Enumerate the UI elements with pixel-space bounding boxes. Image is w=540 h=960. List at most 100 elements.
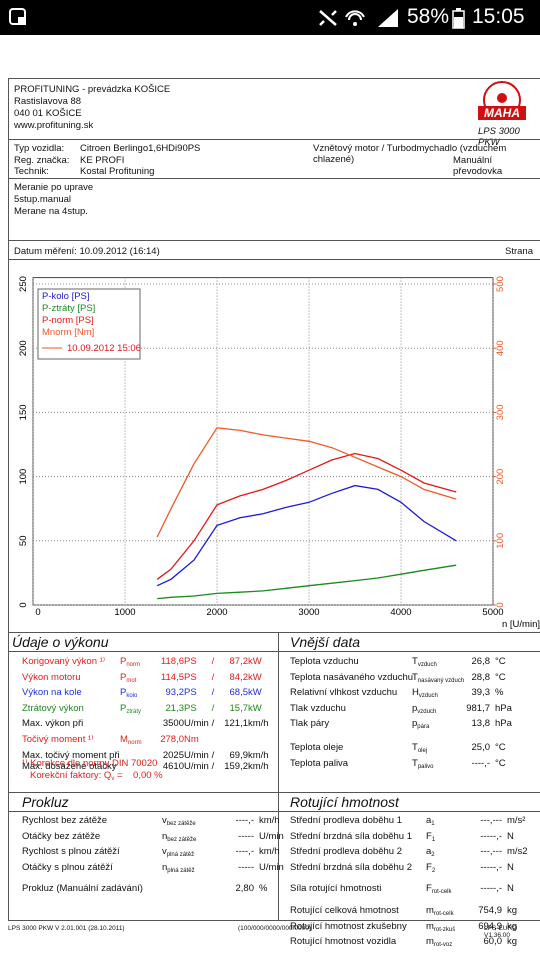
rule [8, 240, 540, 241]
cell: kg [507, 904, 518, 916]
cell: Nm [184, 733, 199, 745]
cell: Prokluz (Manuální zadávání) [22, 883, 143, 895]
cell: 121,1 [224, 718, 248, 730]
cell: 278,0 [160, 733, 184, 745]
symbol-base: F [426, 861, 432, 873]
legend-entry: P-ztráty [PS] [42, 303, 95, 314]
cell: Tlak páry [290, 718, 330, 730]
cell: 93,2 [165, 687, 185, 699]
symbol-base: P [120, 671, 127, 683]
table-row: Teplota oleje Tolej 25,0 °C [290, 742, 524, 758]
cell: 118,6 [160, 656, 184, 667]
symbol-base: P [120, 656, 127, 667]
cell: Rychlost s plnou zátěží [22, 846, 120, 858]
factor-sub: v [111, 776, 115, 782]
cell: ----,- [235, 815, 254, 826]
external-table: Teplota vzduchu Tvzduch 26,8 °C Teplota nasá… [290, 656, 524, 773]
table-row: Tlak vzduchu pvzduch 981,7 hPa [290, 703, 524, 719]
cell: Otáčky bez zátěže [22, 830, 101, 842]
vehicle: Typ vozidla: Citroen Berlingo1,6HDi90PS Re… [14, 143, 280, 178]
table-row: Korigovaný výkon ¹⁾ Pnorm 118,6 PS / 87,2 kW [22, 656, 274, 672]
y-tick-label: 100 [18, 469, 29, 485]
x-tick-label: 5000 [482, 607, 503, 618]
column-divider [278, 632, 279, 920]
cell: PS [184, 671, 197, 683]
cell: / [211, 671, 215, 683]
table-row: Max. dosažené otáčky 4610 U/min/ 159,2 km/h [22, 761, 274, 773]
symbol-sub: 2 [431, 852, 435, 859]
cell: ----- [238, 861, 254, 873]
cell: Výkon motoru [22, 671, 81, 683]
rule [8, 139, 540, 140]
cell: km/h [259, 815, 280, 826]
cell: -----,- [480, 830, 502, 842]
cell: N [507, 861, 514, 873]
cell: 87,2 [229, 656, 249, 667]
cell: Reg. značka: [14, 154, 70, 166]
cell: Rotující celková hmotnost [290, 904, 399, 916]
table-row: Střední prodleva doběhu 2 a2 ---,--- m/s2 [290, 846, 530, 862]
legend-entry: P-kolo [PS] [42, 291, 90, 302]
cell: Korigovaný výkon ¹⁾ [22, 656, 106, 667]
cell: Síla rotující hmotnosti [290, 883, 382, 895]
symbol: mrot-zkuš [426, 921, 476, 937]
cell: hPa [495, 718, 512, 730]
cell: km/h [259, 846, 280, 858]
table-row: Rychlost s plnou zátěží vplná zátěž ----,-… [22, 846, 290, 862]
cell: 694,9 [478, 920, 502, 932]
x-tick-label: 3000 [298, 607, 319, 618]
y-tick-label: 250 [18, 276, 29, 292]
x-axis-label: n [U/min] [502, 619, 540, 630]
cell: kW [248, 671, 262, 683]
cell: Relativní vlhkost vzduchu [290, 687, 398, 699]
cell: 4610 [162, 761, 184, 773]
symbol-base: m [426, 920, 434, 932]
rule [8, 811, 540, 812]
symbol-sub: pára [417, 724, 430, 731]
performance-table: Korigovaný výkon ¹⁾ Pnorm 118,6 PS/87,2 kW Vý… [22, 656, 274, 773]
cell: Teplota paliva [290, 757, 349, 769]
symbol-sub: rot-voz [433, 942, 453, 949]
symbol-base: m [426, 936, 434, 948]
symbol: Pkolo [120, 687, 156, 703]
cell: kW [248, 702, 262, 714]
symbol-base: M [120, 733, 128, 745]
notification-icon [9, 8, 26, 25]
plot-area [32, 277, 494, 606]
cell: U/min [184, 749, 209, 761]
cell: Max. výkon při [22, 718, 84, 730]
cell: °C [495, 741, 506, 753]
table-row: Otáčky bez zátěže nbez zátěže ----- U/min [22, 831, 290, 847]
symbol: Mnorm [120, 734, 156, 750]
cell: U/min [259, 861, 284, 873]
symbol: Hvzduch [412, 687, 460, 703]
note-line: Meranie po uprave [14, 182, 94, 193]
symbol: nbez zátěže [162, 831, 224, 847]
symbol-sub: vzduch [417, 708, 437, 715]
chart: 0 1000 2000 3000 4000 50000501001502002500100… [18, 276, 540, 630]
symbol-sub: mot [126, 677, 137, 684]
cell: Citroen Berlingo1,6HDi90PS [80, 143, 201, 154]
table-row: Max. výkon při 3500 U/min/ 121,1 km/h [22, 718, 274, 730]
table-row: Teplota vzduchu Tvzduch 26,8 °C [290, 656, 524, 672]
symbol-base: F [426, 883, 432, 895]
symbol-base: T [412, 671, 418, 683]
symbol: Frot-celk [426, 883, 476, 899]
battery-icon [452, 8, 465, 29]
table-row: Reg. značka: KE PROFI [14, 155, 280, 167]
symbol-base: n [162, 861, 168, 873]
cell: PS [184, 702, 197, 714]
symbol-base: T [412, 757, 418, 769]
series-line [156, 484, 457, 587]
cell: 84,2 [229, 671, 249, 683]
cell: 3500 [162, 718, 184, 730]
rule [8, 920, 540, 921]
cell: Max. točivý moment při [22, 749, 120, 761]
cell: kW [248, 656, 262, 667]
cell: ---,--- [480, 815, 502, 826]
frame-left [8, 78, 9, 920]
slip-table: Rychlost bez zátěže vbez zátěže ----,- km/h… [22, 815, 290, 895]
cell: °C [495, 671, 506, 683]
rule [8, 632, 540, 633]
